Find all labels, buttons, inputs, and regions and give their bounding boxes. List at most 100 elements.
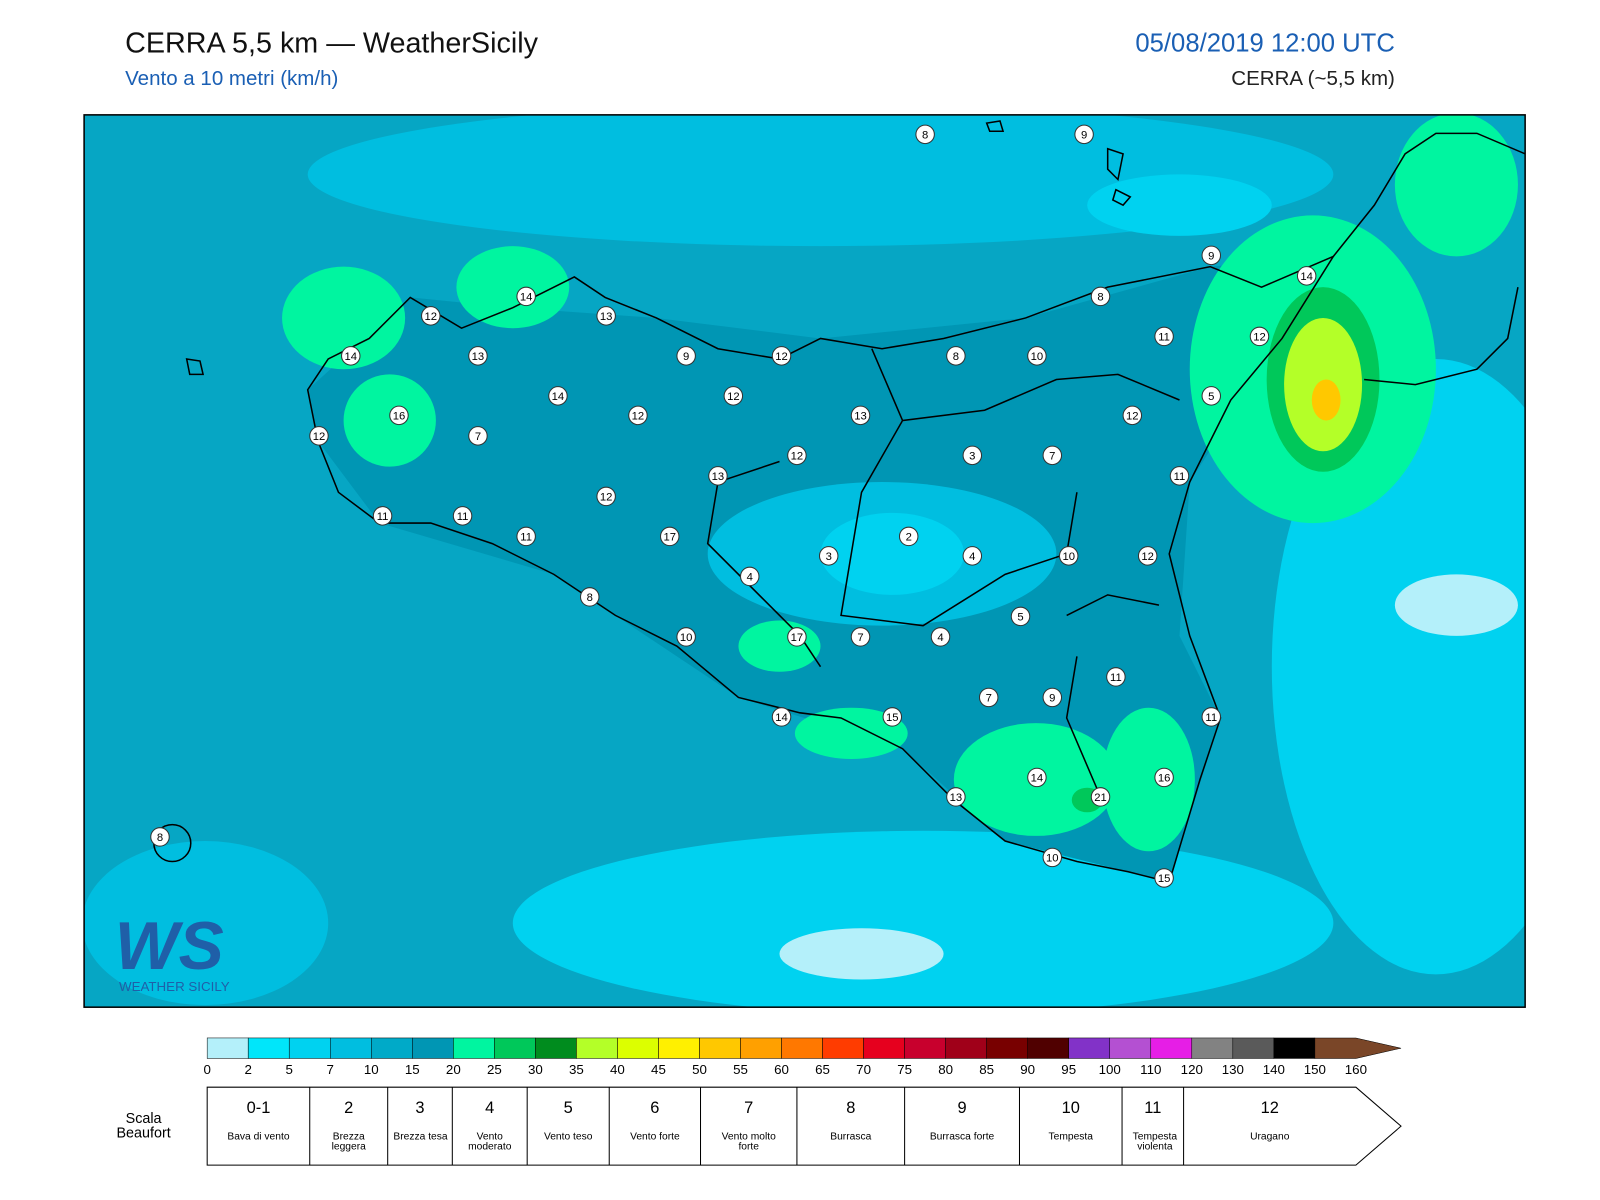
station-marker <box>676 627 696 647</box>
beaufort-force: 0-1 <box>246 1099 271 1117</box>
station-marker <box>771 346 792 366</box>
date: 05/08/2019 12:00 UTC <box>1135 28 1395 58</box>
station-value: 13 <box>600 311 613 323</box>
beaufort-desc: Uragano <box>1250 1131 1290 1143</box>
station-marker <box>962 445 983 466</box>
colorbar-tick-label: 90 <box>1020 1062 1035 1077</box>
stations: 8 9 9 14 8 14 12 13 11 12 14 13 9 12 8 10 14 12 5 16 12 13 12 1… <box>150 124 1317 888</box>
colorbar-tick-label: 60 <box>774 1062 789 1077</box>
wind-field <box>84 114 1526 1008</box>
beaufort-force: 2 <box>344 1099 354 1117</box>
model: CERRA (~5,5 km) <box>1231 67 1395 91</box>
colorbar-segment <box>1191 1037 1234 1059</box>
station-value: 12 <box>632 410 645 422</box>
colorbar-segment <box>781 1037 823 1059</box>
beaufort-desc: Vento moderato <box>468 1131 512 1153</box>
station-value: 9 <box>1049 693 1055 705</box>
beaufort-force: 7 <box>744 1099 754 1117</box>
colorbar-segment <box>576 1037 618 1059</box>
colorbar-tick-label: 0 <box>203 1062 210 1077</box>
beaufort-level: 3 Brezza tesa <box>388 1087 453 1165</box>
colorbar-tick-label: 5 <box>286 1062 293 1077</box>
colorbar-tick-label: 25 <box>487 1062 502 1077</box>
beaufort-force: 8 <box>846 1099 856 1117</box>
beaufort-label: Scala Beaufort <box>116 1109 171 1141</box>
colorbar-tick-label: 10 <box>364 1062 379 1077</box>
station-marker <box>1090 787 1111 807</box>
station-value: 5 <box>1208 391 1214 403</box>
station-value: 12 <box>600 492 613 504</box>
station-marker <box>818 546 839 566</box>
beaufort-desc: Vento molto forte <box>721 1131 776 1153</box>
station-value: 12 <box>775 351 788 363</box>
colorbar-segment <box>1273 1037 1316 1059</box>
map-frame <box>83 114 1526 1008</box>
colorbar-tick-label: 35 <box>569 1062 584 1077</box>
colorbar: 0 2 5 7 10 15 20 25 30 35 40 45 50 55 60 65 70 75 80 85 90 95… <box>203 1037 1402 1077</box>
title: CERRA 5,5 km — WeatherSicily <box>125 26 538 59</box>
station-value: 8 <box>587 592 593 604</box>
colorbar-segment <box>206 1037 249 1059</box>
beaufort-force: 4 <box>485 1099 495 1117</box>
station-marker <box>1042 847 1063 868</box>
station-value: 10 <box>680 632 693 644</box>
station-value: 11 <box>1174 471 1186 483</box>
station-marker <box>1074 124 1094 145</box>
station-marker <box>787 445 807 466</box>
beaufort-dividers <box>309 1087 1185 1166</box>
colorbar-segment <box>658 1037 700 1059</box>
station-marker <box>548 386 568 406</box>
beaufort-level: 5 Vento teso <box>527 1087 609 1165</box>
station-value: 13 <box>472 351 485 363</box>
station-value: 16 <box>1158 773 1171 785</box>
colorbar-tick-label: 7 <box>327 1062 334 1077</box>
colorbar-tick-label: 70 <box>856 1062 871 1077</box>
colorbar-segment <box>822 1037 864 1059</box>
station-value: 11 <box>377 511 389 523</box>
station-value: 4 <box>969 551 975 563</box>
beaufort-force: 6 <box>650 1099 660 1117</box>
station-marker <box>787 627 807 647</box>
station-marker <box>1201 245 1222 266</box>
station-marker <box>1027 346 1047 366</box>
colorbar-tick-label: 45 <box>651 1062 666 1077</box>
station-value: 14 <box>520 292 533 304</box>
station-marker <box>309 426 329 446</box>
station-marker <box>579 587 600 607</box>
station-marker <box>516 286 536 307</box>
station-value: 13 <box>950 792 963 804</box>
station-value: 3 <box>969 450 975 462</box>
station-value: 8 <box>953 351 959 363</box>
station-value: 12 <box>1141 551 1154 563</box>
station-marker <box>659 526 680 547</box>
beaufort-level: 0-1 Bava di vento <box>207 1087 310 1165</box>
colorbar-segment <box>1314 1037 1402 1059</box>
station-value: 10 <box>1031 351 1044 363</box>
colorbar-segment <box>1232 1037 1275 1059</box>
station-marker <box>1010 606 1031 627</box>
station-value: 8 <box>157 832 163 844</box>
station-marker <box>882 707 903 727</box>
station-marker <box>850 627 871 647</box>
colorbar-segment <box>1109 1037 1152 1059</box>
station-value: 12 <box>727 391 740 403</box>
station-marker <box>596 306 616 326</box>
station-value: 11 <box>1110 672 1122 684</box>
colorbar-tick-label: 85 <box>979 1062 994 1077</box>
station-value: 14 <box>1300 271 1313 283</box>
beaufort-level: 8 Burrasca <box>797 1087 905 1165</box>
station-marker <box>1058 546 1079 566</box>
station-marker <box>1027 767 1047 788</box>
station-value: 7 <box>986 693 992 705</box>
station-marker <box>516 526 536 547</box>
station-value: 17 <box>663 532 676 544</box>
colorbar-tick-label: 150 <box>1304 1062 1326 1077</box>
station-marker <box>1154 767 1174 788</box>
station-value: 14 <box>1031 773 1044 785</box>
colorbar-segment <box>945 1037 987 1059</box>
beaufort-desc: Vento teso <box>543 1131 593 1143</box>
beaufort-force: 10 <box>1061 1099 1080 1117</box>
station-marker <box>1201 386 1222 406</box>
station-marker <box>1154 868 1174 888</box>
station-marker <box>421 306 441 326</box>
